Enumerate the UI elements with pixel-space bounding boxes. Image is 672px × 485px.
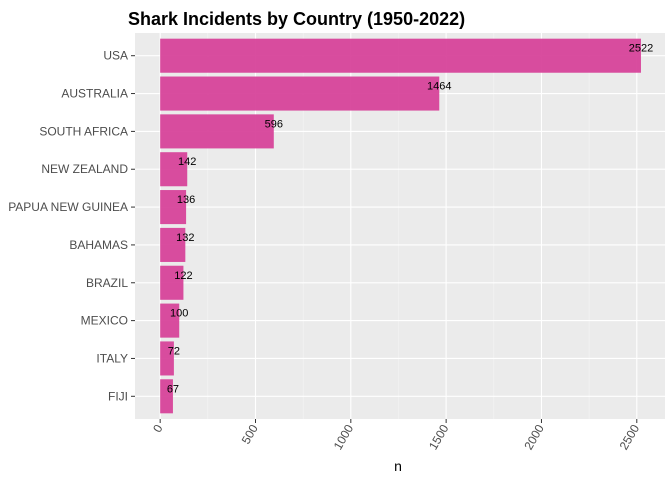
x-tick-label: 2000 xyxy=(521,422,547,452)
y-tick-label: AUSTRALIA xyxy=(61,87,128,101)
data-label: 72 xyxy=(168,345,180,357)
x-tick-label: 1500 xyxy=(426,422,452,452)
data-label: 142 xyxy=(178,156,196,168)
y-tick-label: MEXICO xyxy=(81,314,128,328)
bar-south-africa xyxy=(160,114,274,149)
y-tick-label: PAPUA NEW GUINEA xyxy=(8,200,128,214)
x-axis-ticks: 0 500 1000 1500 2000 2500 xyxy=(150,419,642,452)
bar-usa xyxy=(160,38,641,73)
data-label: 2522 xyxy=(629,43,653,55)
y-axis-ticks: USA AUSTRALIA SOUTH AFRICA NEW ZEALAND PAPUA… xyxy=(8,49,135,403)
chart-title: Shark Incidents by Country (1950-2022) xyxy=(128,9,465,29)
y-tick-label: BRAZIL xyxy=(86,276,128,290)
bar-brazil xyxy=(160,265,184,300)
y-tick-label: BAHAMAS xyxy=(69,238,128,252)
bar-italy xyxy=(160,341,174,376)
y-tick-label: USA xyxy=(103,49,128,63)
data-label: 596 xyxy=(265,118,283,130)
x-axis-title: n xyxy=(394,458,402,474)
y-tick-label: NEW ZEALAND xyxy=(41,162,128,176)
data-label: 122 xyxy=(174,270,192,282)
bars xyxy=(160,38,641,414)
x-tick-label: 0 xyxy=(150,422,166,435)
bar-new-zealand xyxy=(160,152,188,187)
data-label: 132 xyxy=(176,232,194,244)
data-label: 136 xyxy=(177,194,195,206)
y-tick-label: SOUTH AFRICA xyxy=(39,124,128,138)
y-tick-label: ITALY xyxy=(96,351,128,365)
x-tick-label: 1000 xyxy=(331,422,357,452)
data-labels: 2522 1464 596 142 136 132 122 100 72 67 xyxy=(167,43,653,396)
y-tick-label: FIJI xyxy=(108,389,128,403)
bar-mexico xyxy=(160,303,180,338)
data-label: 1464 xyxy=(427,81,451,93)
data-label: 67 xyxy=(167,383,179,395)
x-tick-label: 500 xyxy=(239,422,261,447)
bar-papua-new-guinea xyxy=(160,190,187,225)
bar-australia xyxy=(160,76,440,111)
x-tick-label: 2500 xyxy=(617,422,643,452)
bar-bahamas xyxy=(160,227,186,262)
data-label: 100 xyxy=(170,308,188,320)
bar-fiji xyxy=(160,379,173,414)
